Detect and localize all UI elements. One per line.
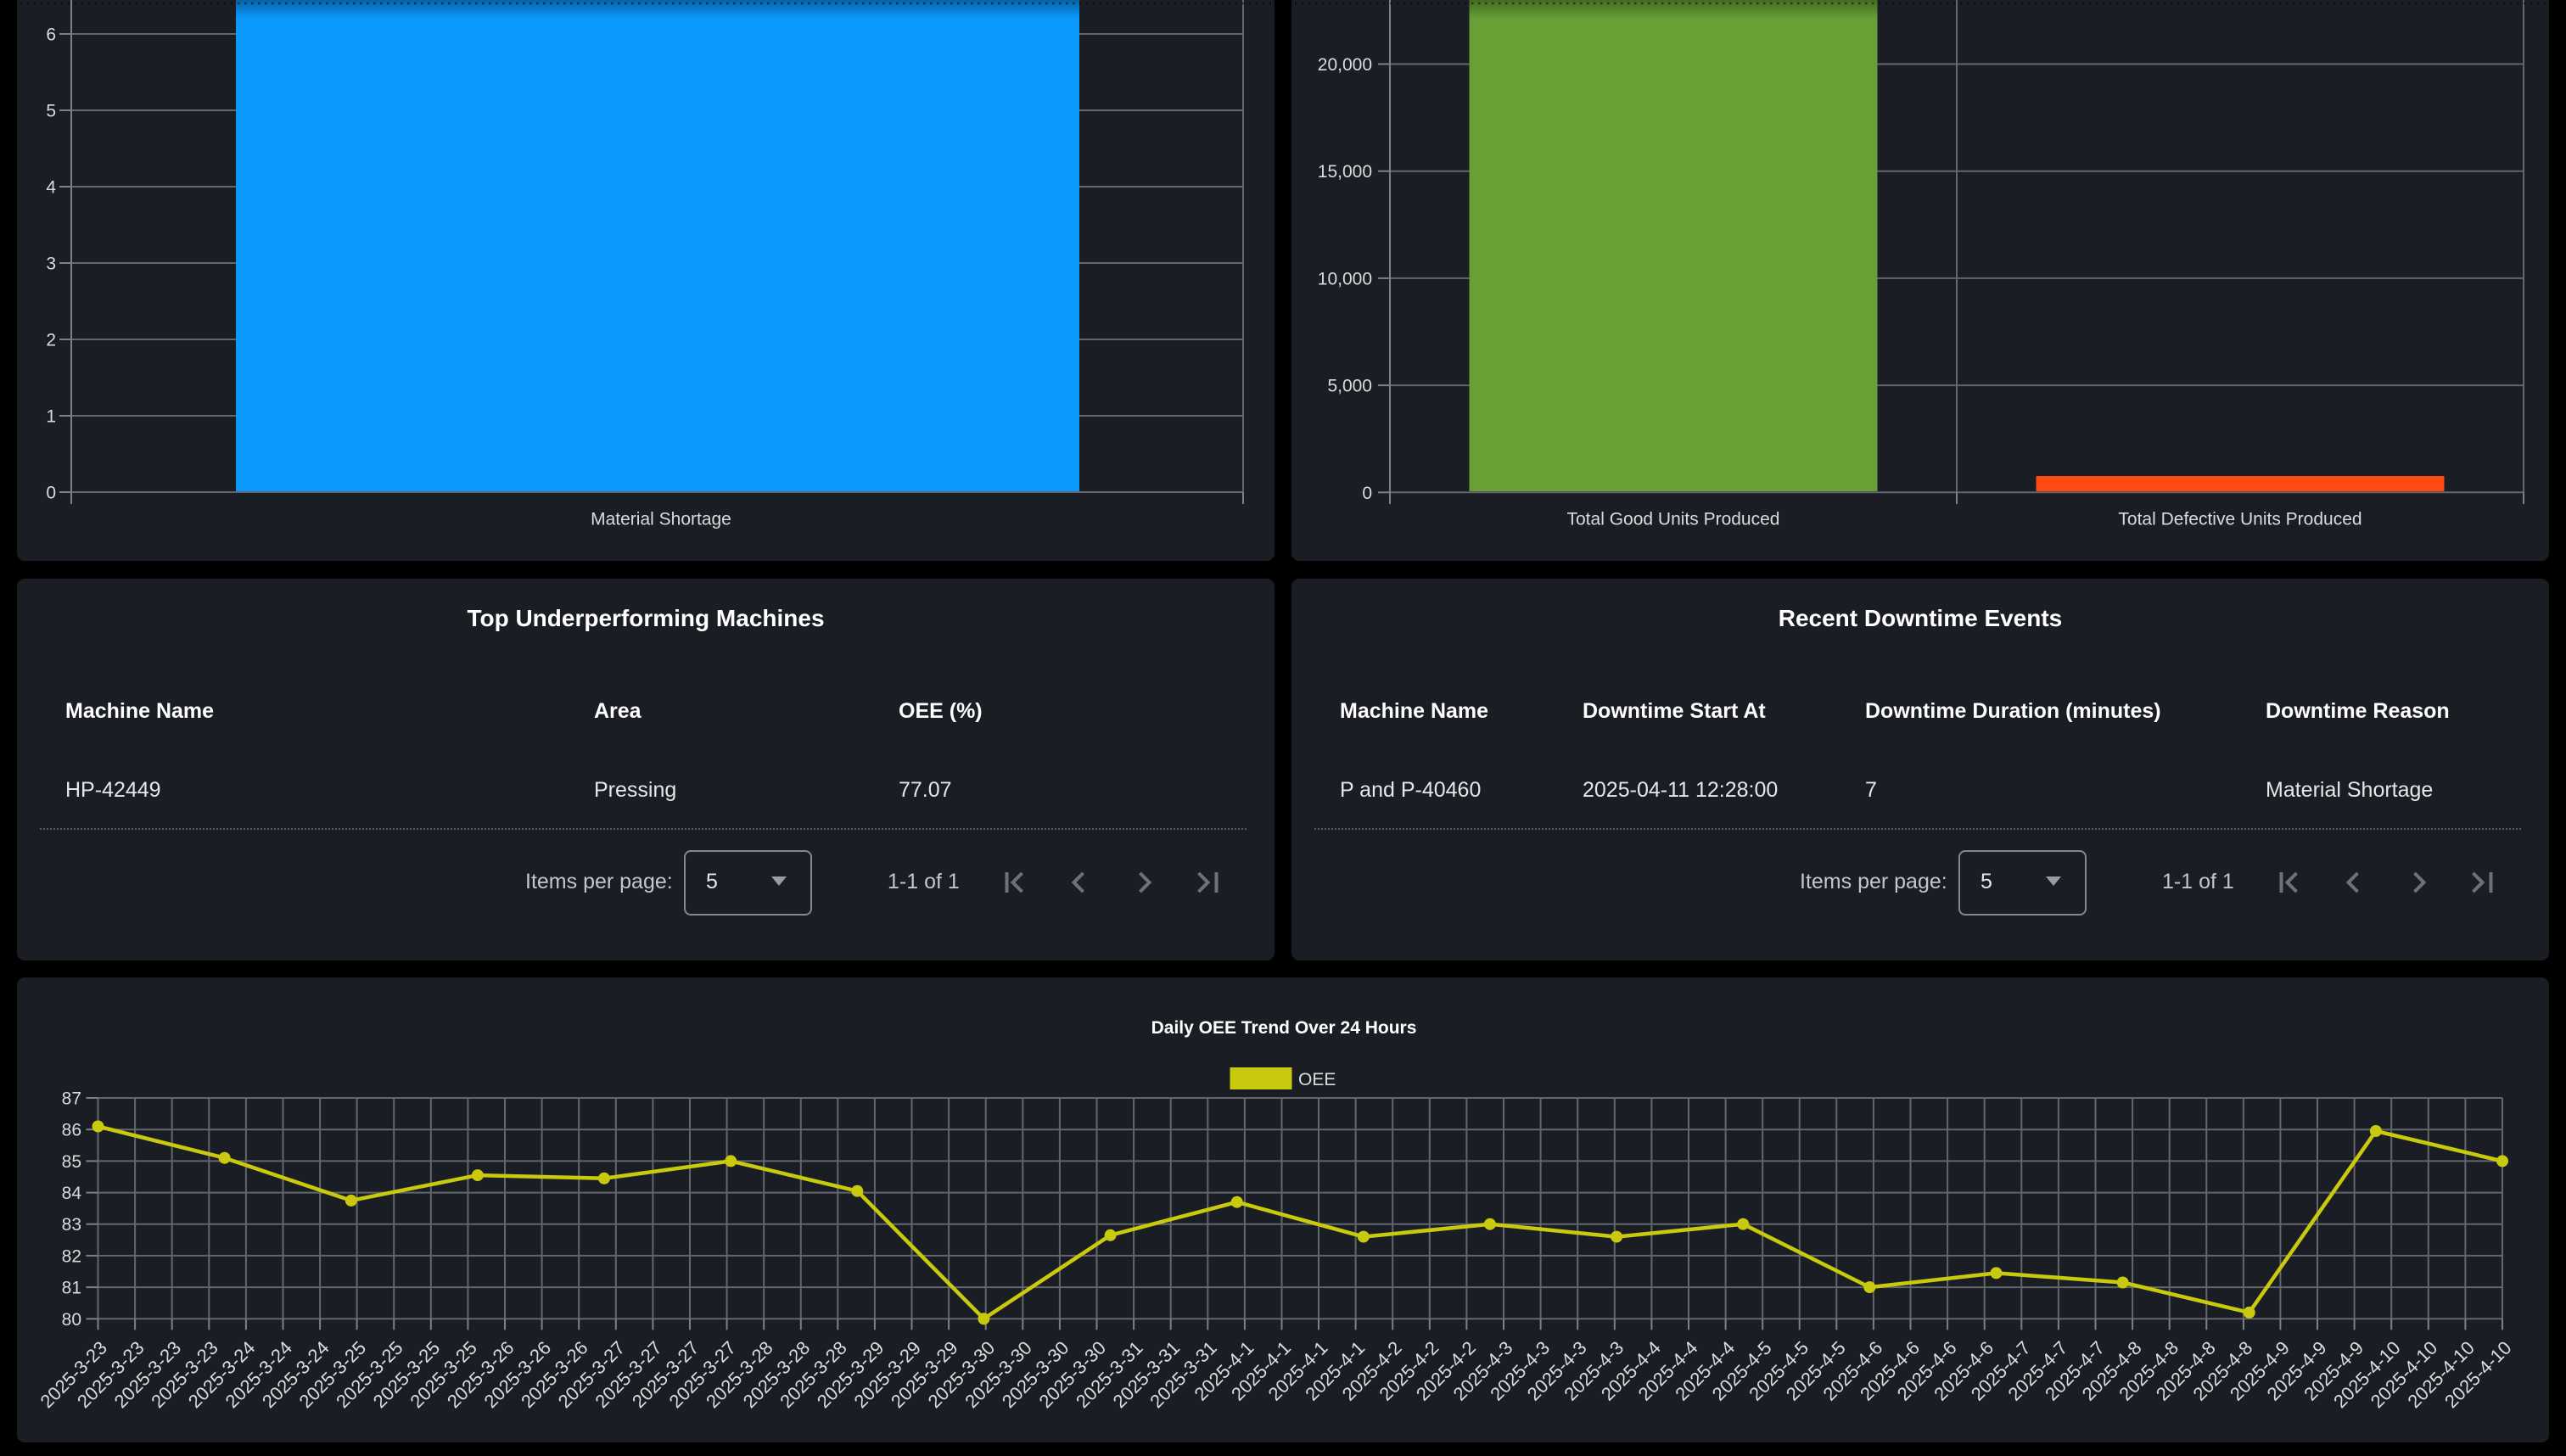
svg-text:3: 3 (46, 255, 56, 274)
svg-text:84: 84 (62, 1184, 82, 1203)
svg-text:Daily OEE Trend Over 24 Hours: Daily OEE Trend Over 24 Hours (1151, 1018, 1417, 1038)
svg-text:83: 83 (62, 1215, 81, 1235)
svg-text:80: 80 (62, 1310, 81, 1330)
svg-text:15,000: 15,000 (1318, 162, 1372, 182)
svg-text:81: 81 (62, 1279, 81, 1298)
svg-text:6: 6 (46, 25, 56, 45)
svg-text:87: 87 (62, 1089, 81, 1109)
svg-text:Total Good Units Produced: Total Good Units Produced (1567, 510, 1780, 529)
svg-text:10,000: 10,000 (1318, 269, 1372, 288)
svg-text:5,000: 5,000 (1327, 377, 1372, 396)
svg-text:86: 86 (62, 1121, 81, 1140)
svg-text:1: 1 (46, 407, 56, 427)
svg-text:85: 85 (62, 1152, 81, 1172)
svg-text:Material Shortage: Material Shortage (591, 510, 731, 529)
svg-text:Total Defective Units Produced: Total Defective Units Produced (2118, 510, 2362, 529)
svg-text:82: 82 (62, 1246, 81, 1266)
svg-text:0: 0 (1362, 484, 1372, 503)
svg-text:20,000: 20,000 (1318, 55, 1372, 75)
svg-text:5: 5 (46, 102, 56, 121)
svg-text:2: 2 (46, 331, 56, 350)
svg-text:4: 4 (46, 178, 56, 198)
svg-text:OEE: OEE (1298, 1070, 1336, 1089)
svg-text:0: 0 (46, 484, 56, 503)
